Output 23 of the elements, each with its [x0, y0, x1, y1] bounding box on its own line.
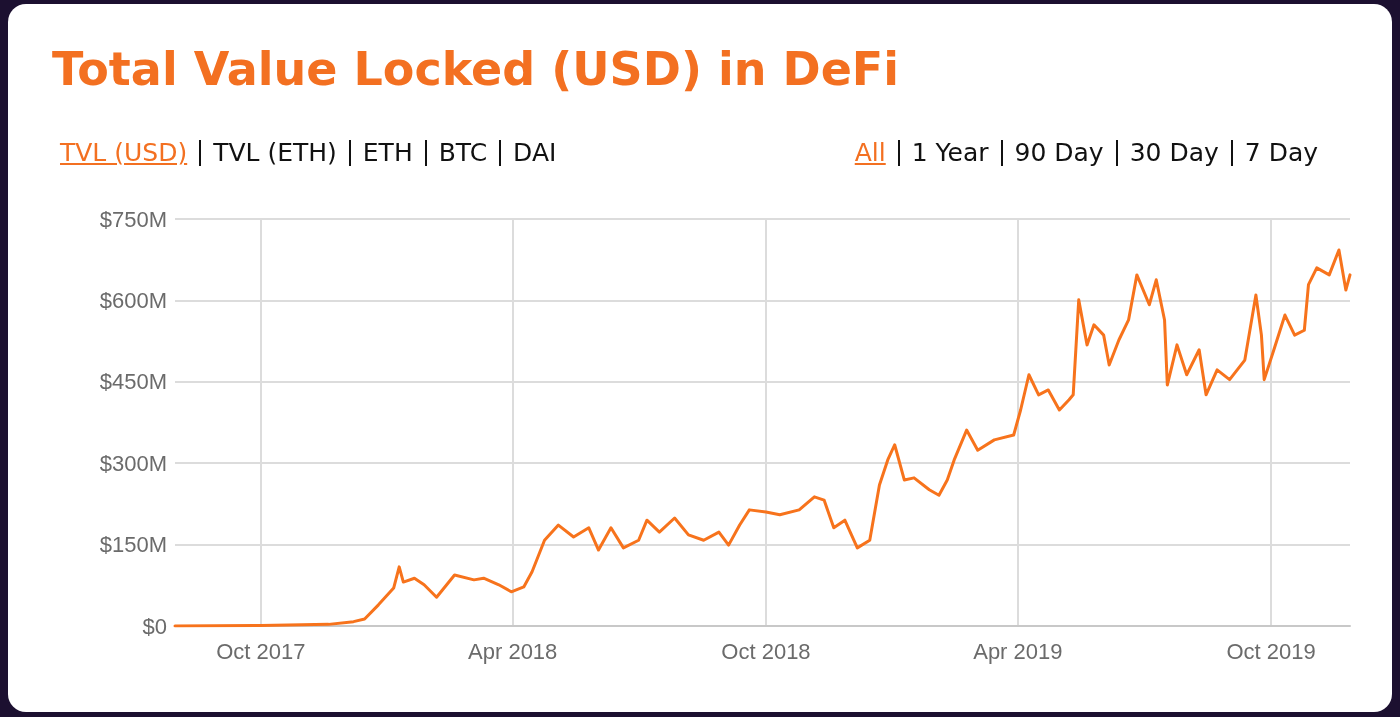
y-tick-label: $150M	[99, 532, 167, 558]
line-series	[173, 248, 1352, 628]
x-tick-label: Oct 2017	[216, 638, 306, 664]
text: DAI	[499, 138, 569, 167]
text: TVL (USD)	[60, 138, 189, 167]
x-tick-label: Oct 2019	[1226, 638, 1316, 664]
text: All	[854, 138, 887, 167]
chart-title: Total Value Locked (USD) in DeFi	[52, 42, 900, 96]
text: BTC	[424, 138, 500, 167]
text: 7 Day	[1230, 138, 1330, 167]
x-tick-label: Oct 2018	[721, 638, 811, 664]
text: ETH	[348, 138, 425, 167]
y-tick-label: $450M	[99, 369, 167, 395]
text: 1 Year	[897, 138, 1001, 167]
y-tick-label: $600M	[99, 287, 167, 313]
text: 30 Day	[1115, 138, 1231, 167]
y-tick-label: $300M	[99, 450, 167, 476]
y-tick-label: $750M	[99, 206, 167, 232]
text: 90 Day	[1000, 138, 1116, 167]
y-tick-label: $0	[142, 613, 167, 639]
text: TVL (ETH)	[199, 138, 349, 167]
x-tick-label: Apr 2018	[468, 638, 558, 664]
x-tick-label: Apr 2019	[973, 638, 1063, 664]
